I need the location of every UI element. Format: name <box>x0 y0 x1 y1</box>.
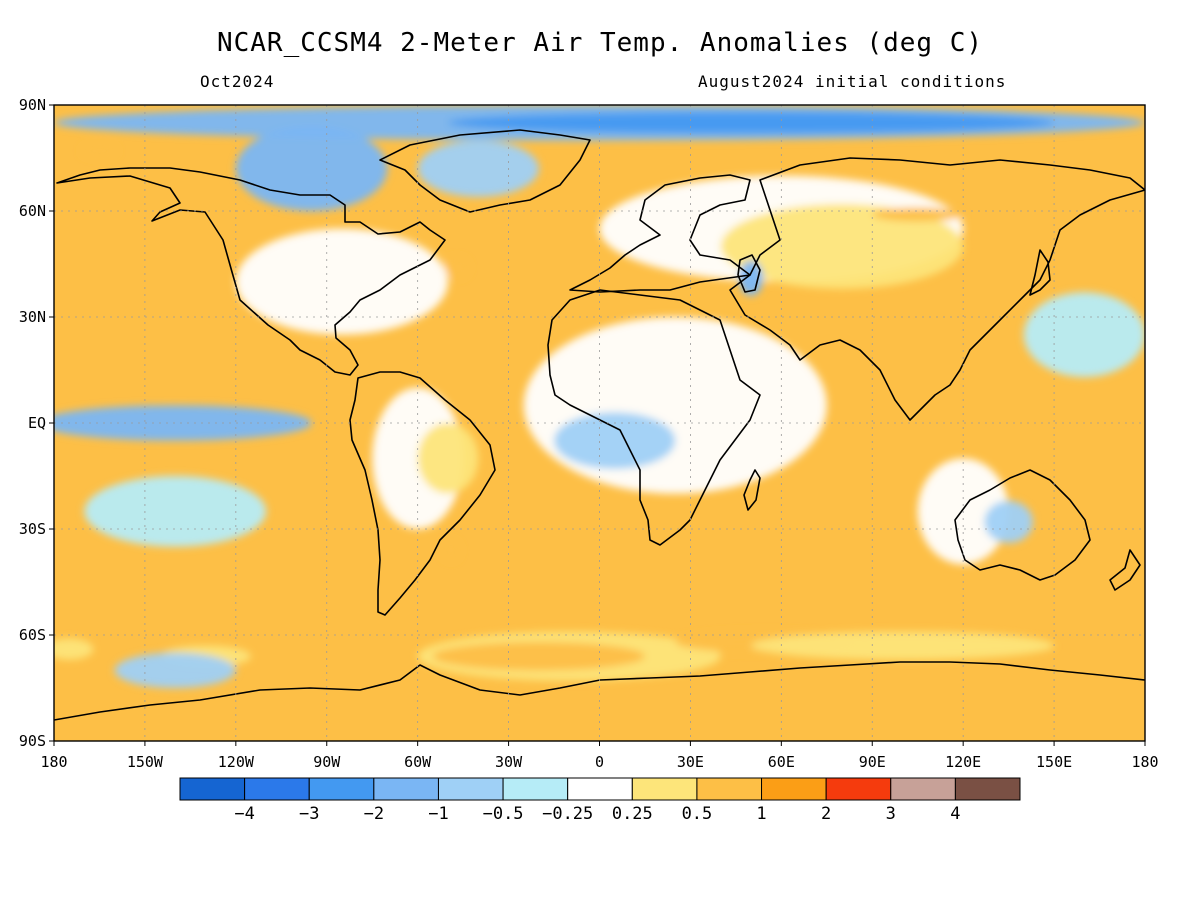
australia-coast <box>954 469 1091 581</box>
lon-tick-label: 180 <box>1131 753 1158 771</box>
colorbar-swatch <box>179 777 246 801</box>
anomaly-region-7 <box>432 642 645 671</box>
lon-tick-label: 90W <box>313 753 341 771</box>
lat-tick-label: 90N <box>19 96 46 114</box>
europe-coast <box>569 174 751 293</box>
colorbar-swatch <box>954 777 1021 801</box>
japan-coast <box>1029 249 1051 296</box>
colorbar-swatch <box>567 777 633 801</box>
anomaly-region-19 <box>417 140 539 197</box>
colorbar-swatch <box>890 777 956 801</box>
lon-tick-label: 180 <box>40 753 67 771</box>
colorbar-label: 0.25 <box>612 804 653 824</box>
colorbar-label: 1 <box>756 804 766 824</box>
colorbar-label: −1 <box>428 804 448 824</box>
lon-tick-label: 150E <box>1036 753 1072 771</box>
anomaly-region-10 <box>444 256 470 279</box>
lat-tick-label: 30S <box>19 520 46 538</box>
colorbar-label: 4 <box>950 804 960 824</box>
anomaly-region-14 <box>54 638 94 660</box>
anomaly-region-25 <box>1023 292 1145 378</box>
madagascar-coast <box>743 469 761 511</box>
initial-conditions: August2024 initial conditions <box>698 72 1007 91</box>
anomaly-region-18 <box>235 126 388 211</box>
anomaly-region-17 <box>447 112 1055 134</box>
colorbar-swatch <box>825 777 892 801</box>
longitude-ticks: 180 150W 120W 90W 60W 30W 0 30E 60E 90E 120E 150E 18… <box>40 741 1159 771</box>
colorbar-swatch <box>696 777 763 801</box>
colorbar-label: −3 <box>299 804 319 824</box>
lon-tick-label: 60W <box>404 753 432 771</box>
colorbar-label: −2 <box>364 804 384 824</box>
colorbar: −4 −3 −2 −1 −0.5 −0.25 0.25 0.5 1 2 3 4 <box>179 777 1021 824</box>
greenland-coast <box>379 129 591 213</box>
forecast-month: Oct2024 <box>200 72 275 91</box>
lat-tick-label: 30N <box>19 308 46 326</box>
anomaly-region-24 <box>84 476 267 547</box>
colorbar-swatch <box>373 777 439 801</box>
colorbar-swatch <box>244 777 310 801</box>
asia-coast <box>729 157 1145 421</box>
anomaly-region-26 <box>984 500 1033 544</box>
colorbar-label: 2 <box>821 804 831 824</box>
colorbar-label: −4 <box>234 804 254 824</box>
colorbar-swatch <box>761 777 827 801</box>
anomaly-region-21 <box>554 412 676 469</box>
colorbar-label: 3 <box>886 804 896 824</box>
lat-tick-label: 90S <box>19 732 46 750</box>
anomaly-region-23 <box>114 652 236 688</box>
lon-tick-label: 60E <box>768 753 795 771</box>
new-zealand-coast <box>1109 549 1141 591</box>
antarctica-coast <box>54 661 1145 721</box>
lon-tick-label: 150W <box>127 753 164 771</box>
colorbar-swatch <box>308 777 375 801</box>
latitude-ticks: 90N 60N 30N EQ 30S 60S 90S <box>19 96 54 750</box>
anomaly-region-22 <box>738 260 764 296</box>
africa-coast <box>547 289 761 546</box>
anomaly-region-27 <box>81 143 118 158</box>
map-title: NCAR_CCSM4 2-Meter Air Temp. Anomalies (… <box>216 28 984 58</box>
lon-tick-label: 0 <box>595 753 604 771</box>
lon-tick-label: 120E <box>945 753 981 771</box>
colorbar-swatch <box>631 777 698 801</box>
lat-tick-label: 60S <box>19 626 46 644</box>
south-america-coast <box>349 371 496 616</box>
anomaly-region-12 <box>872 207 964 222</box>
anomaly-region-9 <box>751 631 1055 660</box>
lat-tick-label: 60N <box>19 202 46 220</box>
lon-tick-label: 30W <box>495 753 523 771</box>
colorbar-label: −0.5 <box>483 804 524 824</box>
caspian-coast <box>737 254 761 293</box>
colorbar-label: 0.5 <box>682 804 713 824</box>
anomaly-region-11 <box>441 539 461 561</box>
lon-tick-label: 120W <box>218 753 255 771</box>
lat-tick-label: EQ <box>28 414 46 432</box>
anomaly-region-20 <box>54 405 312 441</box>
anomaly-region-3 <box>235 228 448 335</box>
colorbar-swatch <box>437 777 504 801</box>
colorbar-swatch <box>502 777 569 801</box>
lon-tick-label: 30E <box>677 753 704 771</box>
anomaly-region-5 <box>417 423 479 494</box>
colorbar-label: −0.25 <box>542 804 593 824</box>
lon-tick-label: 90E <box>859 753 886 771</box>
gridlines <box>54 105 1145 741</box>
